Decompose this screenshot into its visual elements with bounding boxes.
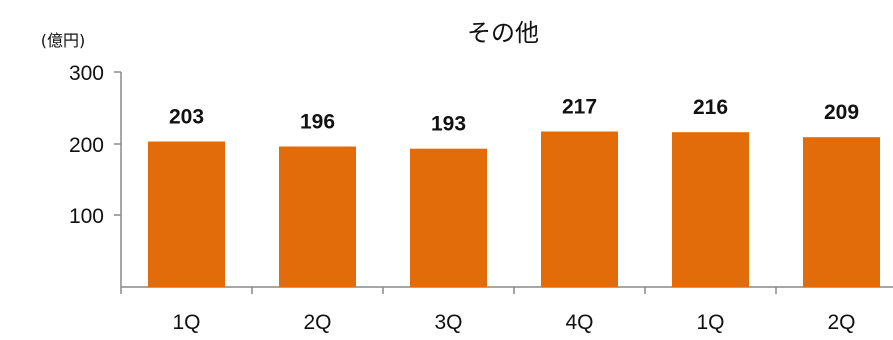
data-label-2: 196 xyxy=(300,111,335,134)
y-tick-label-200: 200 xyxy=(69,134,104,157)
bar-3 xyxy=(410,148,487,287)
data-labels: 203 196 193 217 216 209 xyxy=(169,96,859,136)
y-tick-label-300: 300 xyxy=(69,62,104,85)
x-tick-label-4: 4Q xyxy=(565,311,593,334)
bar-4 xyxy=(541,131,618,287)
y-axis: 300 200 100 xyxy=(69,62,122,287)
x-tick-label-1: 1Q xyxy=(172,311,200,334)
data-label-6: 209 xyxy=(824,101,859,124)
bar-5 xyxy=(672,132,749,287)
x-axis-ticks xyxy=(120,287,777,294)
chart-title: その他 xyxy=(467,19,539,47)
data-label-3: 193 xyxy=(431,113,466,136)
data-label-5: 216 xyxy=(693,96,728,119)
x-tick-label-6: 2Q xyxy=(827,311,855,334)
y-tick-label-100: 100 xyxy=(69,205,104,228)
x-tick-label-5: 1Q xyxy=(696,311,724,334)
x-axis-labels: 1Q 2Q 3Q 4Q 1Q 2Q xyxy=(172,311,855,334)
bar-6 xyxy=(803,137,880,287)
data-label-4: 217 xyxy=(562,96,597,119)
bar-2 xyxy=(279,146,356,287)
x-tick-label-2: 2Q xyxy=(303,311,331,334)
bar-1 xyxy=(148,141,225,287)
x-tick-label-3: 3Q xyxy=(434,311,462,334)
unit-label: (億円) xyxy=(41,31,86,50)
data-label-1: 203 xyxy=(169,106,204,129)
bar-series xyxy=(148,131,880,287)
